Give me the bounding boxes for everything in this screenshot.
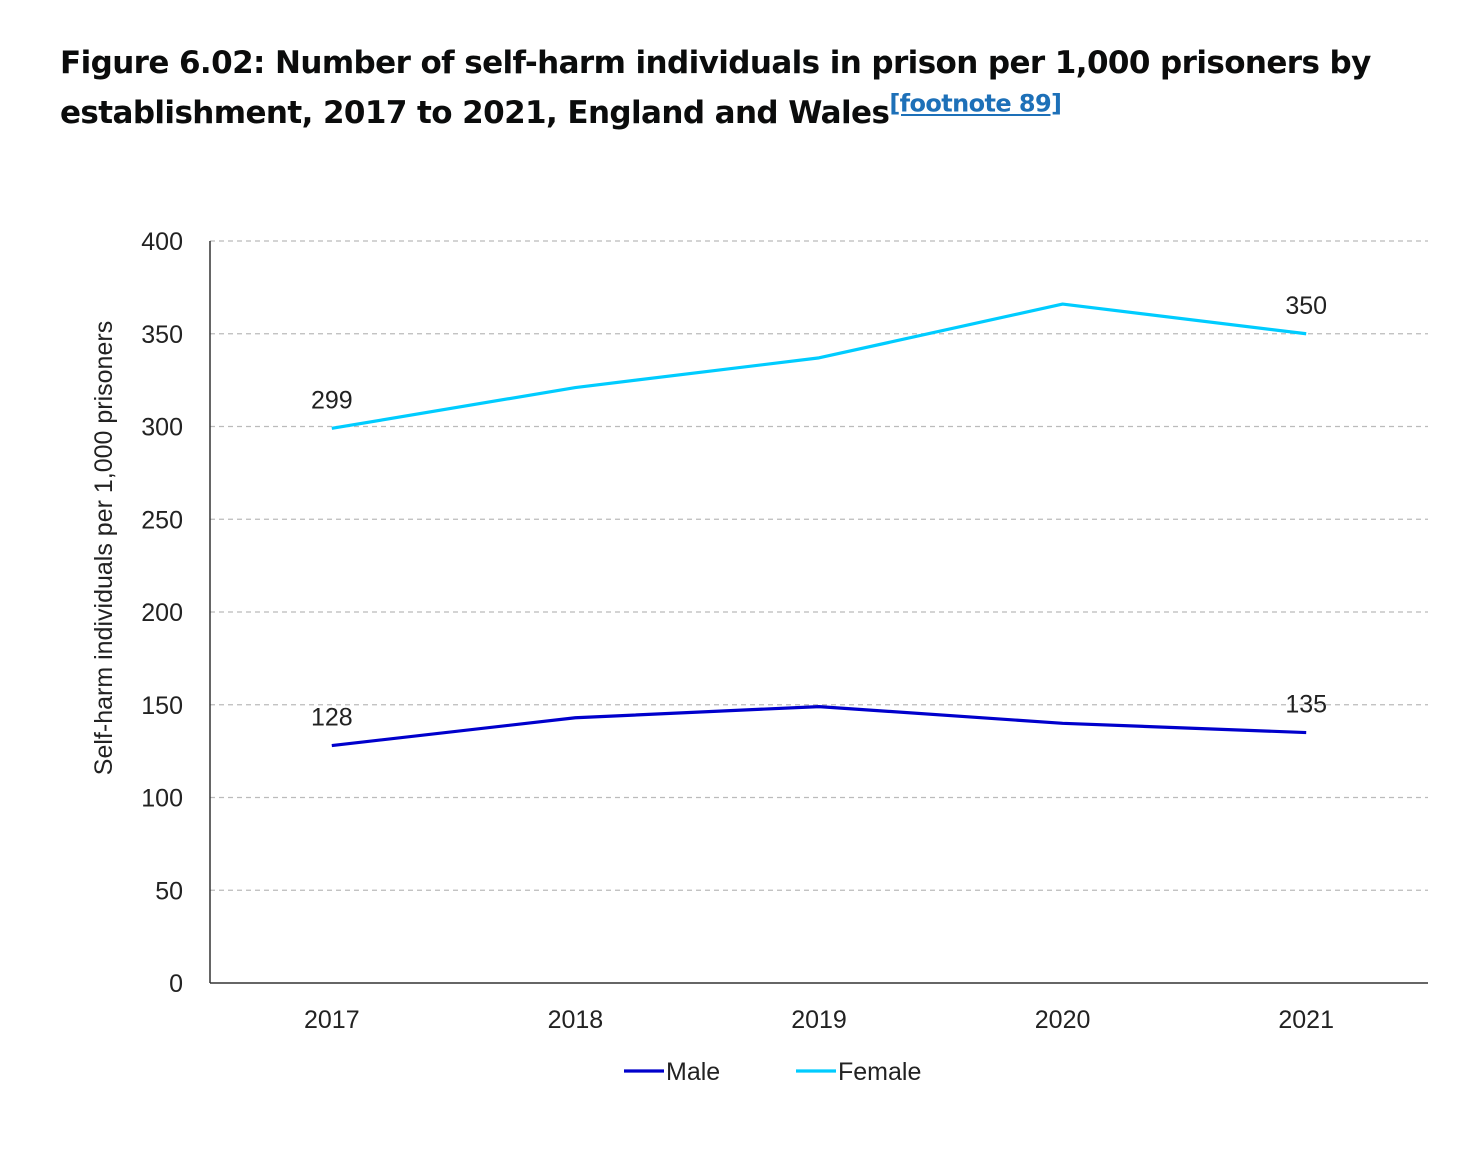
- x-tick-labels: 2017 2018 2019 2020 2021: [304, 1006, 1334, 1034]
- y-tick-label: 150: [141, 692, 183, 720]
- y-tick-label: 350: [141, 321, 183, 349]
- figure-title-text: Figure 6.02: Number of self-harm individ…: [60, 45, 1371, 131]
- y-tick-label: 400: [141, 228, 183, 256]
- legend-label-female: Female: [838, 1058, 921, 1086]
- x-tick-label: 2018: [548, 1006, 604, 1034]
- y-tick-label: 0: [169, 970, 183, 998]
- legend-label-male: Male: [666, 1058, 720, 1086]
- series-line-female: [331, 302, 1307, 430]
- figure-title: Figure 6.02: Number of self-harm individ…: [60, 38, 1440, 138]
- data-label: 299: [311, 386, 353, 414]
- data-label: 350: [1285, 292, 1327, 320]
- x-tick-label: 2021: [1278, 1006, 1334, 1034]
- data-label: 135: [1285, 691, 1327, 719]
- gridlines: [210, 240, 1428, 891]
- y-axis-label: Self-harm individuals per 1,000 prisoner…: [90, 321, 118, 775]
- y-tick-label: 300: [141, 414, 183, 442]
- data-labels: 128 135 299 350: [311, 292, 1327, 732]
- x-tick-label: 2017: [304, 1006, 360, 1034]
- y-tick-label: 200: [141, 599, 183, 627]
- x-tick-label: 2019: [791, 1006, 847, 1034]
- legend: Male Female: [624, 1058, 921, 1086]
- y-tick-label: 100: [141, 785, 183, 813]
- data-label: 128: [311, 704, 353, 732]
- footnote-link[interactable]: [footnote 89]: [889, 89, 1062, 118]
- y-tick-label: 50: [155, 877, 183, 905]
- y-tick-labels: 0 50 100 150 200 250 300 350 400: [141, 228, 183, 998]
- y-tick-label: 250: [141, 506, 183, 534]
- x-tick-label: 2020: [1035, 1006, 1091, 1034]
- series-line-male: [331, 705, 1307, 748]
- series-lines: [331, 302, 1307, 748]
